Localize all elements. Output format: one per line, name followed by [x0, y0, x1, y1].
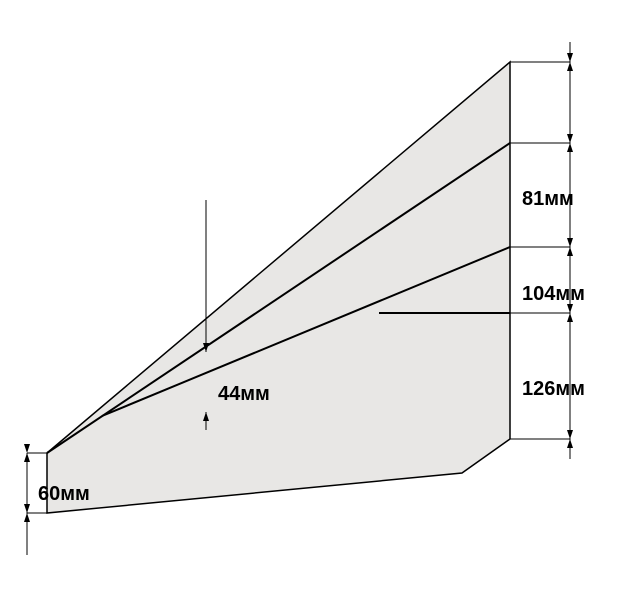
label-44mm: 44мм — [218, 383, 270, 405]
label-right-2: 126мм — [522, 378, 585, 400]
label-right-1: 104мм — [522, 283, 585, 305]
profile-shape — [47, 62, 510, 513]
label-60mm: 60мм — [38, 483, 90, 505]
label-right-0: 81мм — [522, 188, 574, 210]
